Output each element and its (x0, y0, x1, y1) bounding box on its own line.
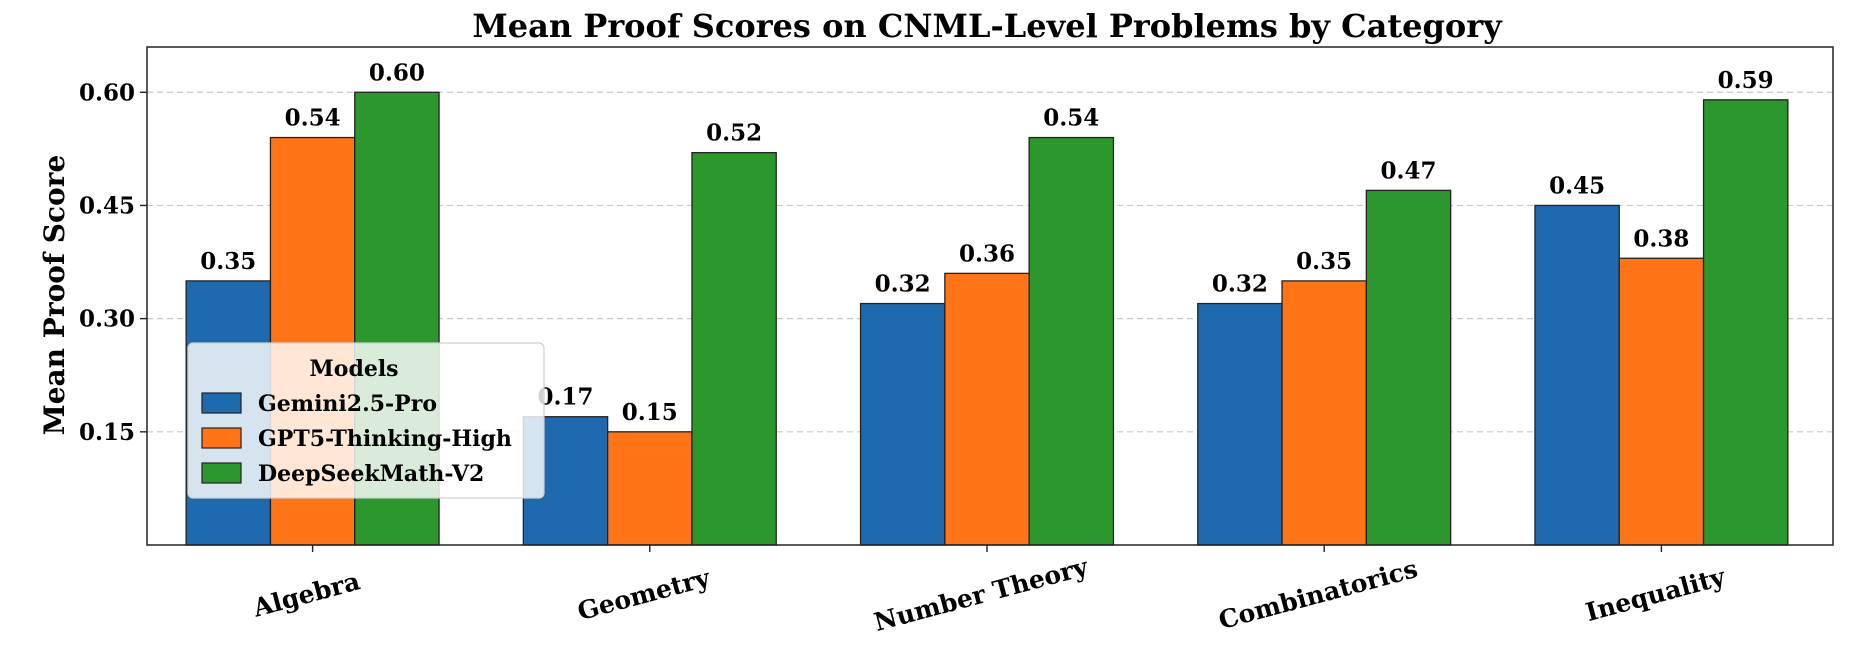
y-tick-label: 0.15 (79, 419, 135, 446)
legend-swatch (201, 427, 242, 449)
y-tick-label: 0.45 (79, 192, 135, 219)
legend-swatch (201, 462, 242, 484)
y-tick-label: 0.30 (79, 306, 135, 333)
data-label: 0.32 (1212, 271, 1268, 298)
data-label: 0.47 (1380, 157, 1436, 184)
data-label: 0.52 (706, 120, 762, 147)
legend-swatch (201, 392, 242, 414)
x-tick-label: Number Theory (871, 552, 1092, 637)
bar (1281, 280, 1368, 546)
legend: Models Gemini2.5-Pro GPT5-Thinking-High Dee… (187, 342, 545, 499)
data-label: 0.38 (1633, 225, 1689, 252)
plot-frame (146, 46, 1834, 546)
bar (691, 151, 777, 546)
bar (1618, 257, 1705, 546)
legend-label: DeepSeekMath-V2 (258, 461, 484, 487)
x-tick-label: Inequality (1583, 562, 1730, 627)
y-axis-label: Mean Proof Score (38, 155, 71, 436)
bar (1028, 136, 1115, 546)
y-axis-ticks: 0.15 0.30 0.45 0.60 (79, 79, 147, 446)
bar (859, 302, 946, 546)
data-label: 0.59 (1718, 67, 1774, 94)
bar (1365, 189, 1452, 546)
x-tick-label: Combinatorics (1216, 554, 1421, 635)
legend-title: Models (309, 356, 398, 382)
legend-label: Gemini2.5-Pro (258, 391, 437, 417)
legend-box (187, 342, 545, 499)
data-label: 0.32 (875, 271, 931, 298)
bar (944, 272, 1030, 546)
legend-label: GPT5-Thinking-High (258, 426, 512, 452)
data-label: 0.45 (1549, 172, 1605, 199)
data-label: 0.36 (959, 240, 1015, 267)
bar (1197, 302, 1283, 546)
data-label: 0.54 (285, 105, 341, 132)
y-tick-label: 0.60 (79, 79, 135, 106)
data-label: 0.54 (1043, 105, 1099, 132)
data-label: 0.17 (537, 384, 593, 411)
data-label: 0.15 (622, 399, 678, 426)
data-labels: 0.35 0.54 0.60 0.17 0.15 0.52 0.32 0.36 0.54 0.32… (200, 59, 1773, 426)
x-tick-label: Algebra (249, 566, 363, 623)
x-axis-ticks: Algebra Geometry Number Theory Combinatoric… (249, 545, 1729, 637)
data-label: 0.60 (369, 59, 425, 86)
bar (1702, 99, 1789, 546)
bar (607, 431, 693, 546)
bar (1534, 204, 1620, 546)
x-tick-label: Geometry (574, 563, 714, 626)
data-label: 0.35 (200, 248, 256, 275)
chart-title: Mean Proof Scores on CNML-Level Problems… (472, 7, 1503, 45)
data-label: 0.35 (1296, 248, 1352, 275)
